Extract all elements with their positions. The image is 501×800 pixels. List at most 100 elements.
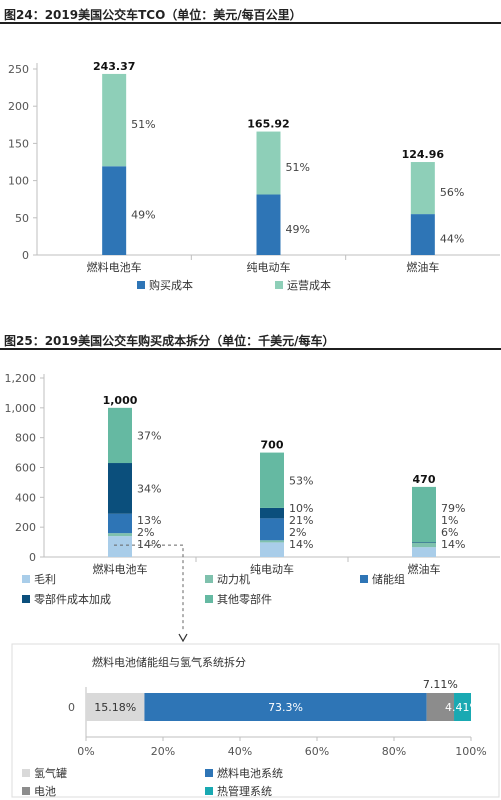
fig24-bar-segment [102,73,127,167]
fig24-y-tick-label: 200 [8,100,29,113]
inset-legend-label: 燃料电池系统 [217,766,283,780]
fig24-total-label: 165.92 [247,118,289,131]
fig25-segment-label: 34% [137,482,161,495]
fig25-total-label: 470 [413,473,436,486]
fig25-segment-label: 79% [441,502,465,515]
fig25-segment-label: 10% [289,502,313,515]
inset-legend-label: 电池 [34,785,56,798]
inset-x-tick-label: 40% [228,745,252,758]
fig24-bar-segment [256,194,281,255]
inset-bar-segment [86,693,145,721]
inset-segment-label: 15.18% [94,701,136,714]
fig25-segment-label: 6% [441,526,458,539]
inset-segment-label: 73.3% [268,701,303,714]
fig25-y-tick-label: 600 [15,462,36,475]
fig24-legend-label: 购买成本 [149,278,193,292]
fig25-total-label: 1,000 [103,394,138,407]
fig24-segment-label: 44% [440,233,464,246]
fig24-y-tick-label: 150 [8,137,29,150]
fig25-category-label: 燃料电池车 [93,562,148,576]
fig24-segment-label: 51% [286,161,310,174]
fig25-legend-swatch [205,595,213,603]
fig24-segment-label: 49% [131,209,155,222]
fig25-bar-segment [108,463,132,514]
fig24-total-label: 124.96 [402,148,445,161]
fig24-category-label: 燃料电池车 [87,260,142,274]
fig25-y-tick-label: 1,200 [5,372,37,385]
fig25-bar-segment [260,518,284,541]
fig24-y-tick-label: 50 [15,212,29,225]
fig25-y-tick-label: 0 [29,551,36,564]
fig25-bar-segment [412,486,436,543]
fig25-legend-label: 零部件成本加成 [34,592,111,606]
fig25-legend-swatch [360,575,368,583]
fig25-category-label: 纯电动车 [250,562,294,576]
fig25-legend-swatch [205,575,213,583]
fig24-legend-swatch [137,281,145,289]
fig24-bar-segment [256,131,281,195]
fig25-segment-label: 1% [441,514,458,527]
fig25-segment-label: 2% [137,526,154,539]
callout-dotted-line [114,544,184,632]
fig25-bar-segment [412,542,436,543]
fig25-bar-segment [412,542,436,548]
fig25-bar-segment [260,452,284,508]
callout-arrow-icon [178,633,188,643]
inset-x-tick-label: 100% [455,745,486,758]
fig25-segment-label: 21% [289,514,313,527]
fig25-y-tick-label: 400 [15,491,36,504]
inset-legend-swatch [205,787,213,795]
fig25-bar-segment [108,513,132,534]
fig25-bar-segment [412,547,436,557]
fig24-legend-swatch [275,281,283,289]
fig24-segment-label: 49% [286,223,310,236]
fig24-segment-label: 56% [440,186,464,199]
fig25-bar-segment [260,507,284,519]
inset-legend-label: 热管理系统 [217,784,272,798]
fig25-segment-label: 2% [289,526,306,539]
fig25-category-label: 燃油车 [408,562,441,576]
inset-bar-segment [144,693,427,721]
fig24-y-tick-label: 100 [8,175,29,188]
fig25-y-tick-label: 800 [15,432,36,445]
fig24-bar-segment [410,162,435,215]
inset-segment-label: 7.11% [423,678,458,691]
fig25-legend-label: 动力机 [217,572,250,586]
inset-legend-swatch [205,769,213,777]
figure2-title-rule [0,348,501,350]
fig25-bar-segment [260,540,284,543]
fig24-category-label: 燃油车 [406,260,439,274]
fig25-legend-label: 其他零部件 [217,592,272,606]
figure1-title: 图24：2019美国公交车TCO（单位：美元/每百公里） [4,8,302,22]
fig25-bar-segment [260,542,284,557]
fig25-bar-segment [108,407,132,464]
figure1-title-rule [0,22,501,24]
fig25-segment-label: 37% [137,429,161,442]
fig25-segment-label: 13% [137,514,161,527]
fig24-total-label: 243.37 [93,60,135,73]
inset-segment-label: 4.41% [445,701,480,714]
figure2-title: 图25：2019美国公交车购买成本拆分（单位：千美元/每车） [4,334,335,348]
fig24-bar-segment [410,214,435,255]
fig24-bar-segment [102,166,127,255]
inset-x-tick-label: 80% [382,745,406,758]
inset-border [11,643,500,798]
fig24-legend-label: 运营成本 [287,278,331,292]
fig25-legend-swatch [22,575,30,583]
inset-x-tick-label: 60% [305,745,329,758]
inset-x-tick-label: 0% [77,745,94,758]
fig25-bar-segment [108,533,132,537]
fig25-segment-label: 14% [441,538,465,551]
inset-x-tick-label: 20% [151,745,175,758]
fig25-segment-label: 14% [289,538,313,551]
inset-bar-segment [426,693,455,721]
fig25-y-tick-label: 200 [15,521,36,534]
fig25-y-tick-label: 1,000 [5,402,37,415]
fig25-segment-label: 53% [289,474,313,487]
inset-legend-swatch [22,769,30,777]
fig25-legend-label: 储能组 [372,572,405,586]
fig25-bar-segment [108,536,132,557]
fig24-category-label: 纯电动车 [247,260,291,274]
inset-legend-swatch [22,787,30,795]
